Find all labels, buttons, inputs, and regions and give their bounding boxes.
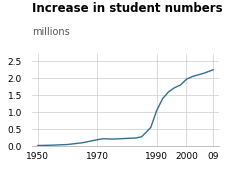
Text: Increase in student numbers: Increase in student numbers <box>32 2 221 15</box>
Text: millions: millions <box>32 27 69 37</box>
